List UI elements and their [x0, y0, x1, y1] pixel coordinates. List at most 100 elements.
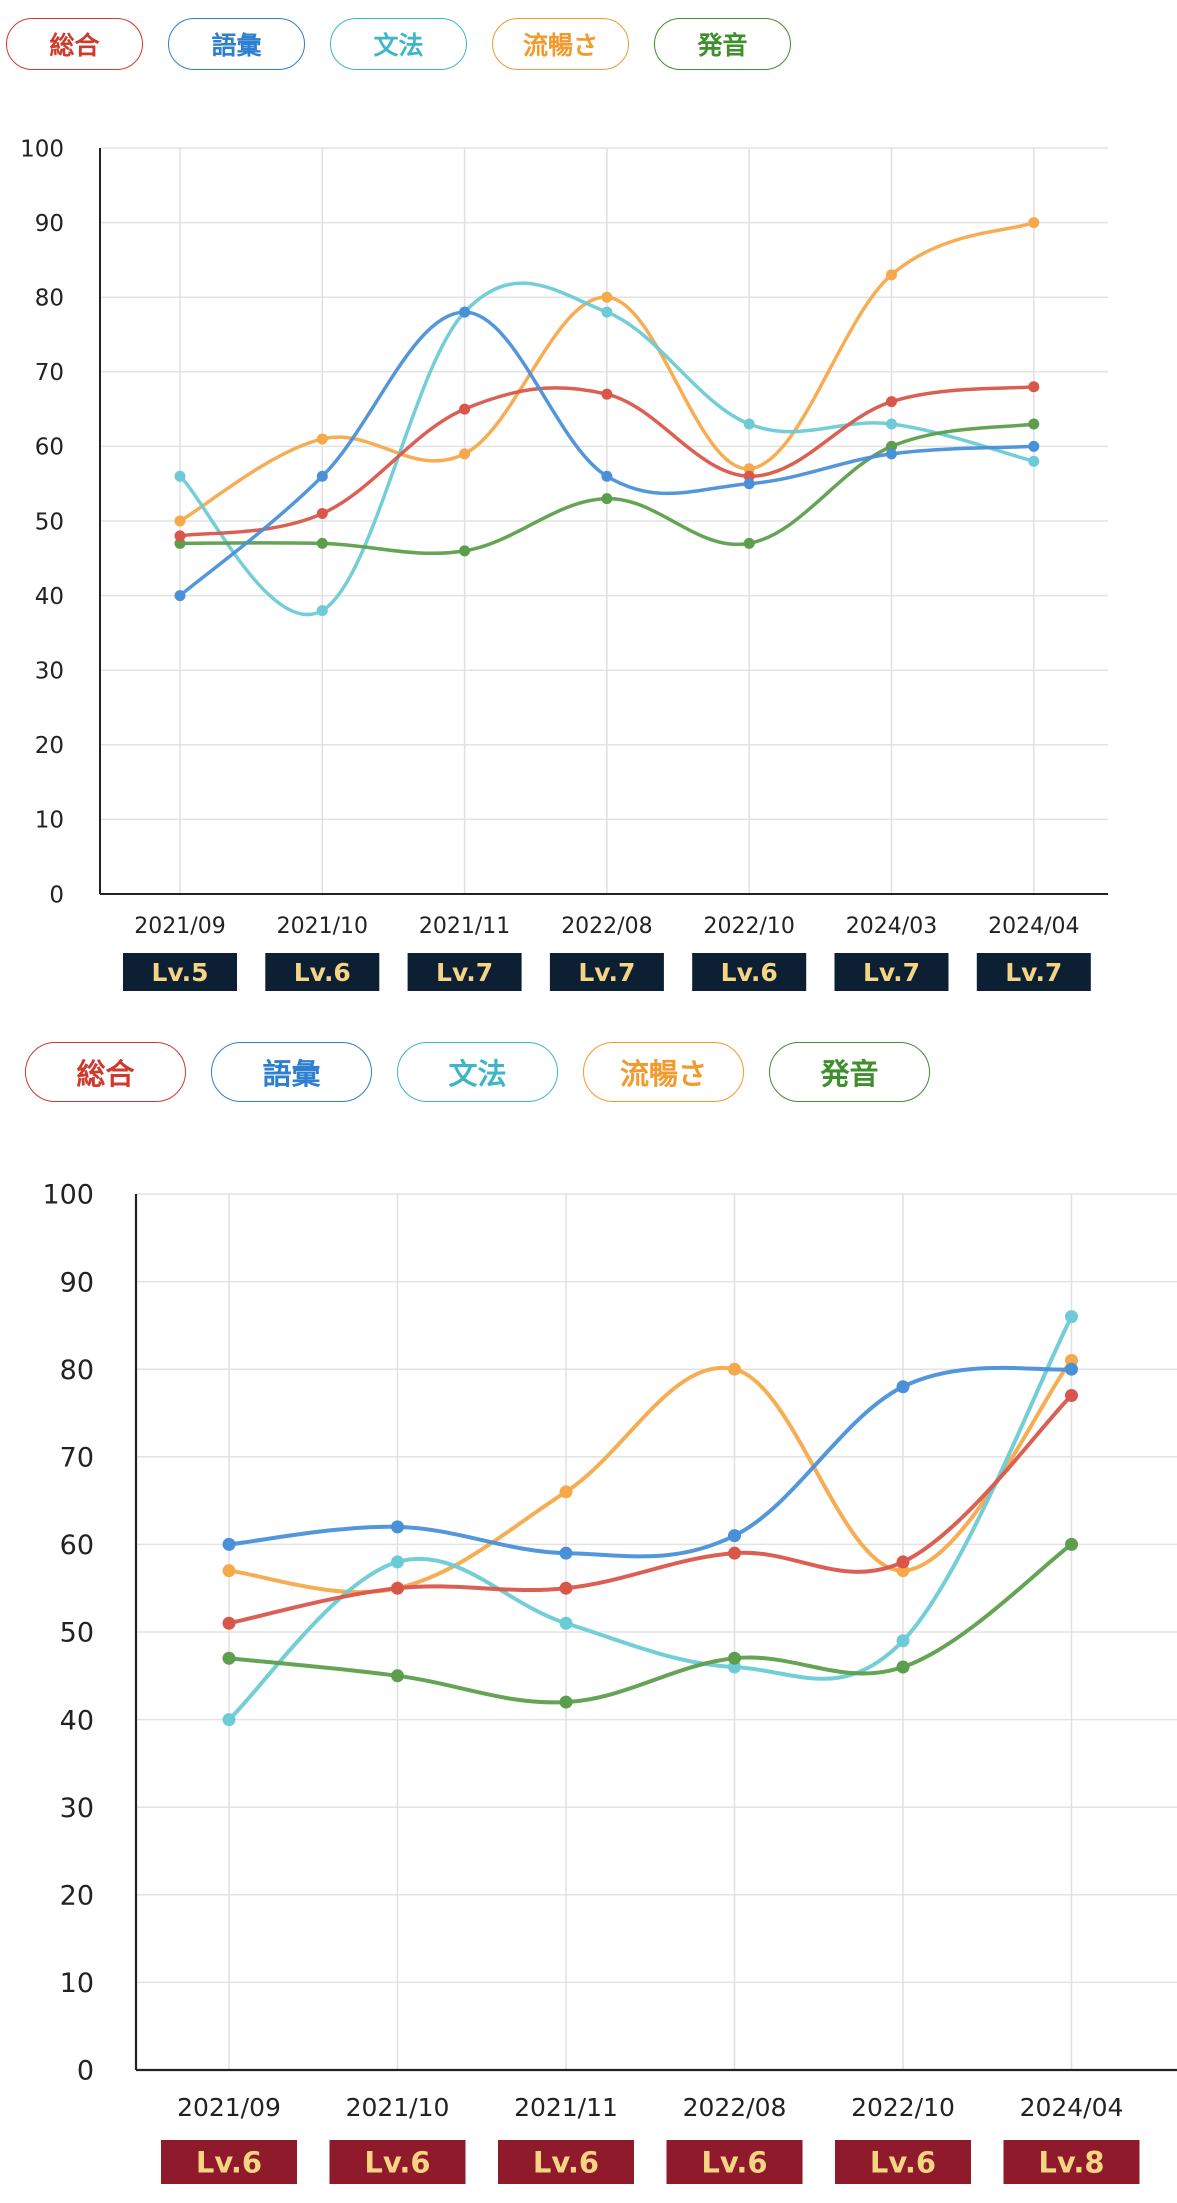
data-point[interactable]	[896, 1555, 910, 1569]
data-point[interactable]	[459, 545, 471, 557]
data-point[interactable]	[222, 1537, 236, 1551]
x-tick-label: 2024/04	[1020, 2093, 1124, 2122]
data-point[interactable]	[459, 403, 471, 415]
data-point[interactable]	[896, 1660, 910, 1674]
data-point[interactable]	[459, 306, 471, 318]
level-badge: Lv.5	[123, 953, 237, 991]
legend-item-3[interactable]: 流暢さ	[492, 18, 629, 70]
y-tick-label: 20	[35, 733, 64, 759]
y-tick-label: 10	[35, 808, 64, 834]
data-point[interactable]	[174, 470, 186, 482]
level-badge-label: Lv.6	[294, 958, 351, 987]
data-point[interactable]	[559, 1485, 573, 1499]
data-point[interactable]	[391, 1520, 404, 1534]
level-badge: Lv.6	[835, 2140, 971, 2184]
data-point[interactable]	[1028, 455, 1040, 467]
data-point[interactable]	[601, 388, 613, 400]
y-tick-label: 60	[35, 435, 64, 461]
data-point[interactable]	[896, 1634, 910, 1648]
y-tick-label: 90	[35, 211, 64, 237]
data-point[interactable]	[222, 1616, 236, 1630]
series-0	[174, 217, 1040, 527]
data-point[interactable]	[886, 448, 897, 460]
series-1	[222, 1310, 1078, 1727]
series-4	[222, 1362, 1078, 1560]
data-point[interactable]	[728, 1529, 741, 1543]
y-tick-label: 60	[60, 1530, 94, 1561]
level-badge-label: Lv.7	[863, 958, 920, 987]
data-point[interactable]	[1028, 381, 1040, 393]
data-point[interactable]	[316, 508, 328, 520]
data-point[interactable]	[896, 1380, 910, 1394]
data-point[interactable]	[743, 418, 755, 430]
level-badge-label: Lv.6	[196, 2145, 262, 2179]
legend-item-2[interactable]: 文法	[330, 18, 467, 70]
data-point[interactable]	[886, 418, 897, 430]
data-point[interactable]	[886, 396, 897, 408]
y-tick-label: 0	[49, 882, 64, 908]
data-point[interactable]	[316, 433, 328, 445]
y-tick-label: 50	[60, 1618, 94, 1649]
data-point[interactable]	[316, 605, 328, 617]
legend-item-1[interactable]: 語彙	[168, 18, 305, 70]
data-point[interactable]	[1065, 1362, 1078, 1376]
data-point[interactable]	[1065, 1310, 1078, 1324]
data-point[interactable]	[1028, 418, 1040, 430]
legend-item-0[interactable]: 総合	[25, 1042, 186, 1102]
data-point[interactable]	[174, 515, 186, 527]
series-2	[222, 1537, 1078, 1709]
legend-item-4[interactable]: 発音	[654, 18, 791, 70]
data-point[interactable]	[391, 1581, 404, 1595]
level-badge-label: Lv.6	[533, 2145, 599, 2179]
x-tick-label: 2022/10	[851, 2093, 955, 2122]
data-point[interactable]	[601, 470, 613, 482]
data-point[interactable]	[222, 1651, 236, 1665]
level-badge-bg	[329, 2140, 466, 2184]
data-point[interactable]	[559, 1581, 573, 1595]
data-point[interactable]	[559, 1616, 573, 1630]
data-point[interactable]	[559, 1546, 573, 1560]
grid-lines	[100, 147, 1108, 894]
data-point[interactable]	[459, 448, 471, 460]
level-badge-label: Lv.7	[436, 958, 493, 987]
data-point[interactable]	[1065, 1537, 1078, 1551]
level-badge: Lv.8	[1003, 2140, 1140, 2184]
data-point[interactable]	[601, 306, 613, 318]
x-tick-label: 2021/09	[177, 2093, 281, 2122]
data-point[interactable]	[1028, 217, 1040, 229]
level-badge-bg	[834, 953, 949, 991]
data-point[interactable]	[316, 470, 328, 482]
legend-item-2[interactable]: 文法	[397, 1042, 558, 1102]
data-point[interactable]	[174, 530, 186, 542]
data-point[interactable]	[174, 590, 186, 602]
data-point[interactable]	[728, 1362, 741, 1376]
data-point[interactable]	[728, 1651, 741, 1665]
level-badge-bg	[666, 2140, 803, 2184]
legend-item-4[interactable]: 発音	[769, 1042, 930, 1102]
series-line	[227, 1393, 1074, 1626]
level-badge: Lv.6	[161, 2140, 297, 2184]
level-badge-bg	[976, 953, 1091, 991]
data-point[interactable]	[222, 1564, 236, 1578]
series-0	[222, 1353, 1078, 1595]
legend-item-1[interactable]: 語彙	[211, 1042, 372, 1102]
y-tick-label: 30	[60, 1793, 94, 1824]
data-point[interactable]	[316, 537, 328, 549]
series-line	[227, 1542, 1074, 1705]
level-badge: Lv.6	[498, 2140, 634, 2184]
data-point[interactable]	[1028, 440, 1040, 452]
data-point[interactable]	[601, 291, 613, 303]
data-point[interactable]	[728, 1546, 741, 1560]
data-point[interactable]	[743, 537, 755, 549]
data-point[interactable]	[391, 1669, 404, 1683]
data-point[interactable]	[743, 478, 755, 490]
data-point[interactable]	[222, 1713, 236, 1727]
data-point[interactable]	[559, 1695, 573, 1709]
data-point[interactable]	[391, 1555, 404, 1569]
y-tick-label: 80	[60, 1355, 94, 1386]
data-point[interactable]	[1065, 1388, 1078, 1402]
legend-item-3[interactable]: 流暢さ	[583, 1042, 744, 1102]
data-point[interactable]	[601, 493, 613, 505]
data-point[interactable]	[886, 269, 897, 281]
legend-item-0[interactable]: 総合	[6, 18, 143, 70]
